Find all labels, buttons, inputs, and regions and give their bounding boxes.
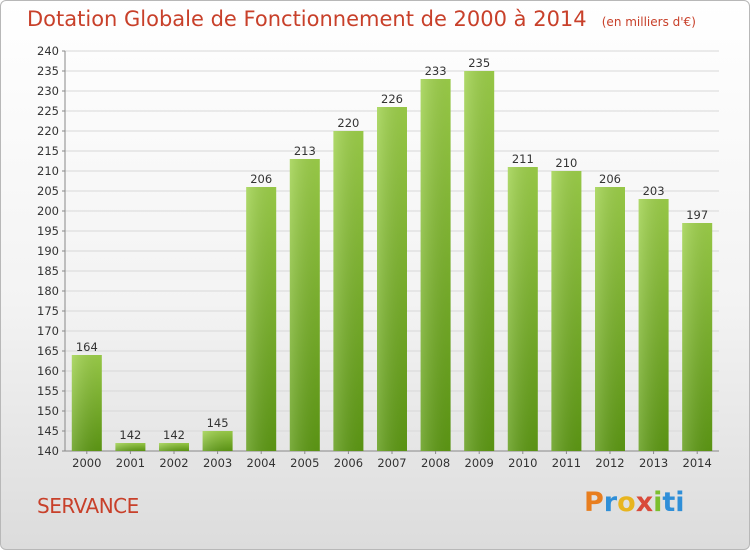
y-tick-label: 155 bbox=[37, 384, 59, 398]
proxiti-logo: Proxiti bbox=[584, 487, 685, 518]
bar-shade-2010 bbox=[507, 167, 538, 451]
value-label-2001: 142 bbox=[119, 428, 141, 442]
value-label-2003: 145 bbox=[207, 416, 229, 430]
value-label-2002: 142 bbox=[163, 428, 185, 442]
bar-shade-2001 bbox=[115, 443, 146, 451]
y-tick-label: 190 bbox=[37, 244, 59, 258]
bar-shade-2004 bbox=[246, 187, 277, 451]
value-label-2014: 197 bbox=[686, 208, 708, 222]
value-label-2005: 213 bbox=[294, 144, 316, 158]
y-tick-label: 175 bbox=[37, 304, 59, 318]
x-tick-label: 2002 bbox=[159, 456, 188, 470]
title-block: Dotation Globale de Fonctionnement de 20… bbox=[27, 7, 696, 31]
y-tick-label: 215 bbox=[37, 144, 59, 158]
x-tick-label: 2006 bbox=[334, 456, 363, 470]
x-tick-label: 2005 bbox=[290, 456, 319, 470]
x-tick-label: 2007 bbox=[377, 456, 406, 470]
bar-shade-2014 bbox=[682, 223, 713, 451]
x-axis-ticks: 2000 2001 2002 2003 2004 2005 2006 2007 2008 2009… bbox=[72, 456, 712, 470]
y-tick-label: 180 bbox=[37, 284, 59, 298]
value-label-2008: 233 bbox=[425, 64, 447, 78]
bar-shade-2009 bbox=[464, 71, 495, 451]
value-label-2004: 206 bbox=[250, 172, 272, 186]
bar-shade-2002 bbox=[159, 443, 189, 451]
chart-unit: (en milliers d'€) bbox=[601, 15, 696, 29]
bars bbox=[71, 71, 713, 451]
value-label-2007: 226 bbox=[381, 92, 403, 106]
bar-shade-2006 bbox=[333, 131, 364, 451]
y-tick-label: 195 bbox=[37, 224, 59, 238]
x-tick-label: 2001 bbox=[116, 456, 145, 470]
x-tick-label: 2004 bbox=[247, 456, 276, 470]
bar-shade-2007 bbox=[377, 107, 407, 451]
y-tick-label: 220 bbox=[37, 124, 59, 138]
y-tick-label: 225 bbox=[37, 104, 59, 118]
x-tick-label: 2009 bbox=[465, 456, 494, 470]
x-tick-label: 2012 bbox=[595, 456, 624, 470]
y-tick-label: 150 bbox=[37, 404, 59, 418]
x-tick-label: 2000 bbox=[72, 456, 101, 470]
value-label-2006: 220 bbox=[337, 116, 359, 130]
value-label-2013: 203 bbox=[643, 184, 665, 198]
value-label-2010: 211 bbox=[512, 152, 534, 166]
x-tick-label: 2008 bbox=[421, 456, 450, 470]
y-tick-label: 235 bbox=[37, 64, 59, 78]
value-label-2009: 235 bbox=[468, 56, 490, 70]
bar-shade-2011 bbox=[551, 171, 582, 451]
chart-title: Dotation Globale de Fonctionnement de 20… bbox=[27, 7, 587, 31]
bar-shade-2005 bbox=[289, 159, 320, 451]
y-tick-label: 240 bbox=[37, 44, 59, 58]
y-tick-label: 165 bbox=[37, 344, 59, 358]
y-tick-label: 200 bbox=[37, 204, 59, 218]
y-tick-label: 210 bbox=[37, 164, 59, 178]
value-labels: 164 142 142 145 206 213 220 226 233 235 211 210 206 2… bbox=[76, 56, 708, 442]
bar-shade-2012 bbox=[595, 187, 625, 451]
value-label-2000: 164 bbox=[76, 340, 98, 354]
y-tick-label: 145 bbox=[37, 424, 59, 438]
bar-shade-2003 bbox=[202, 431, 233, 451]
x-tick-label: 2003 bbox=[203, 456, 232, 470]
bar-shade-2013 bbox=[638, 199, 669, 451]
y-tick-label: 140 bbox=[37, 444, 59, 458]
x-tick-label: 2010 bbox=[508, 456, 537, 470]
y-tick-label: 160 bbox=[37, 364, 59, 378]
y-axis-ticks: 140 145 150 155 160 165 170 175 180 185 190 195 200 2… bbox=[37, 44, 59, 458]
x-tick-label: 2014 bbox=[683, 456, 712, 470]
y-tick-label: 230 bbox=[37, 84, 59, 98]
value-label-2011: 210 bbox=[555, 156, 577, 170]
y-tick-label: 205 bbox=[37, 184, 59, 198]
y-tick-label: 170 bbox=[37, 324, 59, 338]
commune-name: SERVANCE bbox=[37, 494, 139, 518]
value-label-2012: 206 bbox=[599, 172, 621, 186]
x-tick-label: 2013 bbox=[639, 456, 668, 470]
bar-shade-2000 bbox=[71, 355, 102, 451]
y-tick-label: 185 bbox=[37, 264, 59, 278]
bar-shade-2008 bbox=[420, 79, 451, 451]
x-tick-label: 2011 bbox=[552, 456, 581, 470]
